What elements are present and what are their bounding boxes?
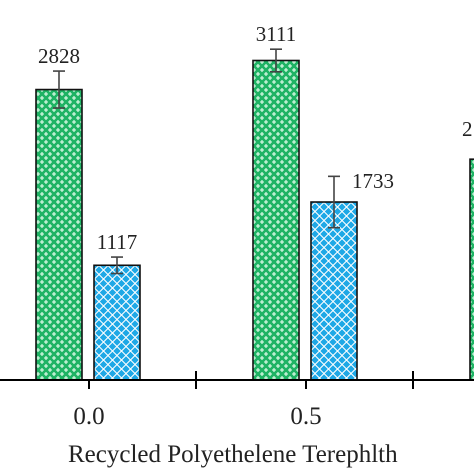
bar bbox=[310, 201, 358, 381]
data-label: 1733 bbox=[352, 169, 394, 193]
bar bbox=[469, 158, 474, 381]
bars-layer: 2828 3111 2 1117 1733 bbox=[35, 22, 474, 381]
error-bar bbox=[53, 70, 65, 109]
data-label: 2 bbox=[462, 117, 473, 141]
data-label: 2828 bbox=[38, 44, 80, 68]
x-tick-label: 0.0 bbox=[73, 403, 104, 430]
x-tick-label: 0.5 bbox=[290, 403, 321, 430]
error-bar bbox=[111, 256, 123, 275]
data-label: 1117 bbox=[97, 230, 137, 254]
data-label: 3111 bbox=[256, 22, 296, 46]
error-bar bbox=[270, 48, 282, 73]
ticks-layer: 0.0 0.5 bbox=[73, 371, 414, 430]
error-bar bbox=[328, 175, 340, 229]
bar bbox=[93, 264, 141, 381]
bar bbox=[35, 88, 83, 381]
bar bbox=[252, 59, 300, 381]
x-axis-label: Recycled Polyethelene Terephlth bbox=[68, 441, 398, 468]
